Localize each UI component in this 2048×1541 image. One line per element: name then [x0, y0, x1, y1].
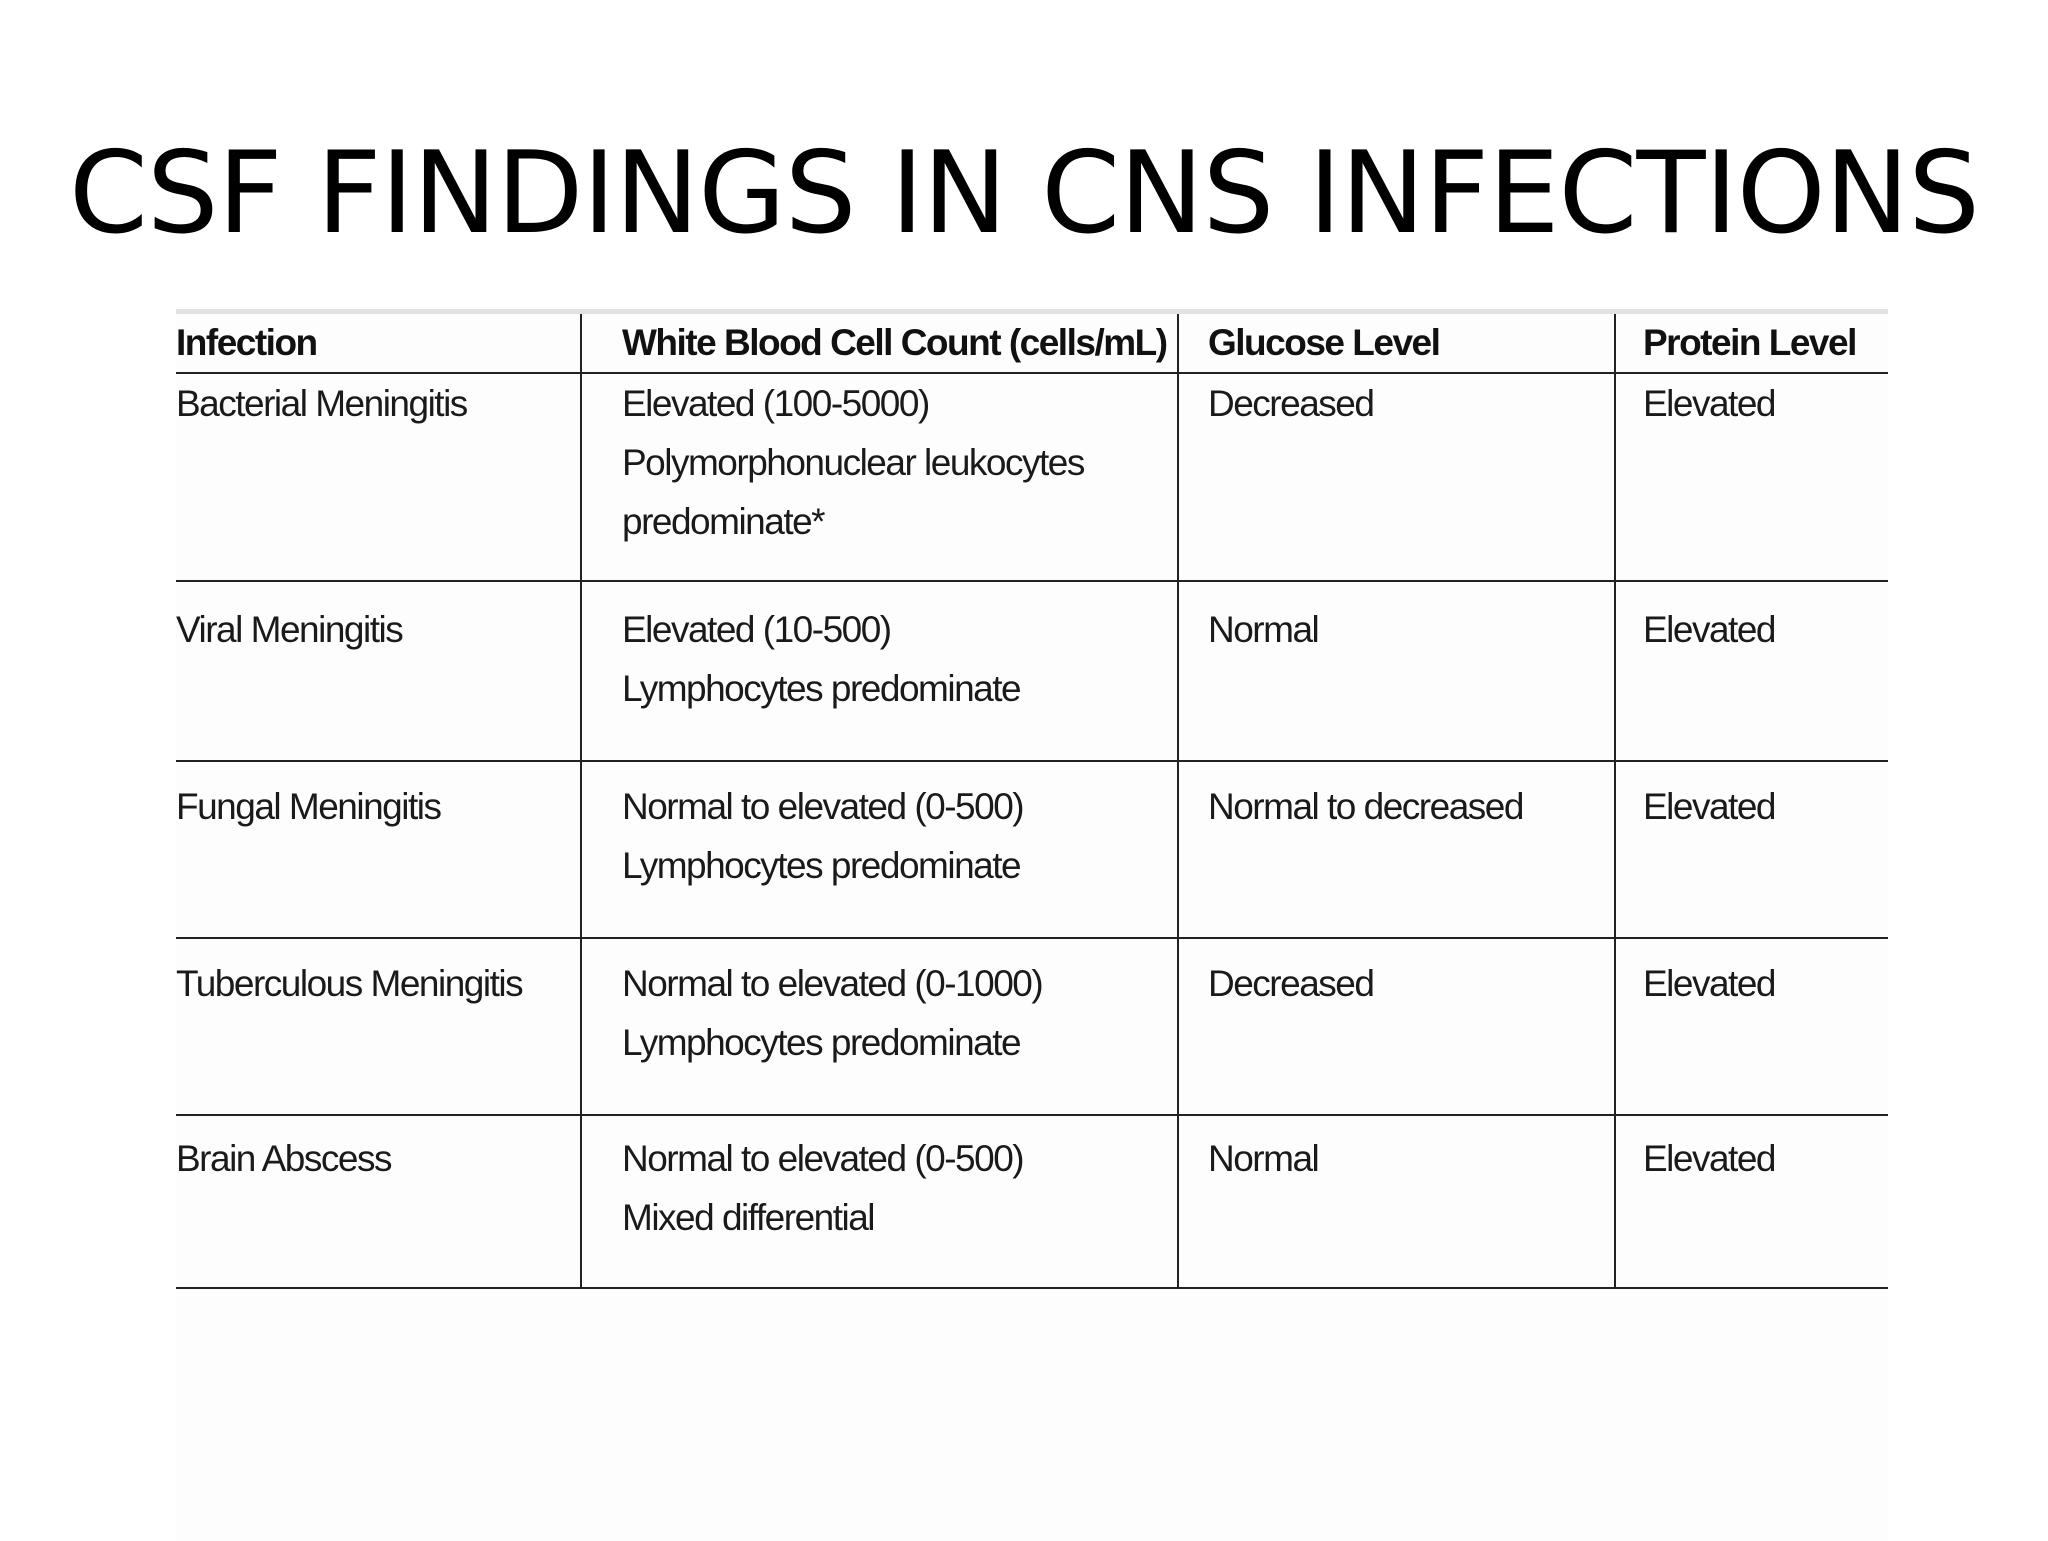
glucose-value: Decreased — [1208, 963, 1375, 1004]
header-protein: Protein Level — [1614, 314, 1888, 374]
glucose-value: Decreased — [1208, 383, 1375, 424]
wbc-cell: Elevated (100-5000) Polymorphonuclear le… — [580, 373, 1178, 582]
infection-name: Brain Abscess — [176, 1138, 392, 1179]
table-row: Tuberculous Meningitis Normal to elevate… — [176, 938, 1888, 1116]
wbc-count: Elevated (10-500) — [622, 609, 892, 650]
infection-name: Fungal Meningitis — [176, 786, 442, 827]
glucose-value: Normal — [1208, 1138, 1320, 1179]
protein-cell: Elevated — [1614, 761, 1888, 939]
infection-cell: Fungal Meningitis — [176, 761, 581, 939]
protein-cell: Elevated — [1614, 373, 1888, 582]
protein-value: Elevated — [1643, 383, 1777, 424]
glucose-cell: Normal — [1177, 1115, 1615, 1289]
infection-name: Tuberculous Meningitis — [176, 963, 524, 1004]
table-header-row: Infection White Blood Cell Count (cells/… — [176, 314, 1888, 374]
table-row: Brain Abscess Normal to elevated (0-500)… — [176, 1115, 1888, 1289]
wbc-value: Elevated (10-500) Lymphocytes predominat… — [622, 582, 1177, 718]
wbc-differential-cont: predominate* — [622, 501, 826, 542]
protein-value: Elevated — [1643, 609, 1777, 650]
wbc-value: Elevated (100-5000) Polymorphonuclear le… — [622, 374, 1177, 551]
wbc-differential: Lymphocytes predominate — [622, 668, 1022, 709]
header-wbc-label: White Blood Cell Count (cells/mL) — [622, 322, 1168, 363]
wbc-value: Normal to elevated (0-500) Lymphocytes p… — [622, 762, 1177, 895]
wbc-value: Normal to elevated (0-1000) Lymphocytes … — [622, 939, 1177, 1072]
infection-name: Bacterial Meningitis — [176, 383, 468, 424]
wbc-count: Normal to elevated (0-500) — [622, 786, 1025, 827]
wbc-count: Normal to elevated (0-1000) — [622, 963, 1044, 1004]
wbc-value: Normal to elevated (0-500) Mixed differe… — [622, 1116, 1177, 1247]
table-row: Viral Meningitis Elevated (10-500) Lymph… — [176, 581, 1888, 762]
table-row: Fungal Meningitis Normal to elevated (0-… — [176, 761, 1888, 939]
protein-value: Elevated — [1643, 1138, 1777, 1179]
protein-cell: Elevated — [1614, 1115, 1888, 1289]
wbc-cell: Normal to elevated (0-1000) Lymphocytes … — [580, 938, 1178, 1116]
glucose-cell: Normal — [1177, 581, 1615, 762]
header-glucose: Glucose Level — [1177, 314, 1615, 374]
header-infection: Infection — [176, 314, 581, 374]
wbc-count: Elevated (100-5000) — [622, 383, 930, 424]
glucose-value: Normal to decreased — [1208, 786, 1524, 827]
wbc-cell: Elevated (10-500) Lymphocytes predominat… — [580, 581, 1178, 762]
protein-value: Elevated — [1643, 963, 1777, 1004]
infection-cell: Bacterial Meningitis — [176, 373, 581, 582]
glucose-cell: Decreased — [1177, 373, 1615, 582]
csf-findings-table-figure: Infection White Blood Cell Count (cells/… — [176, 309, 1888, 1541]
wbc-cell: Normal to elevated (0-500) Mixed differe… — [580, 1115, 1178, 1289]
header-infection-label: Infection — [176, 322, 318, 363]
glucose-value: Normal — [1208, 609, 1320, 650]
protein-cell: Elevated — [1614, 938, 1888, 1116]
glucose-cell: Normal to decreased — [1177, 761, 1615, 939]
infection-cell: Brain Abscess — [176, 1115, 581, 1289]
infection-name: Viral Meningitis — [176, 609, 404, 650]
wbc-cell: Normal to elevated (0-500) Lymphocytes p… — [580, 761, 1178, 939]
protein-cell: Elevated — [1614, 581, 1888, 762]
glucose-cell: Decreased — [1177, 938, 1615, 1116]
wbc-differential: Mixed differential — [622, 1197, 876, 1238]
csf-findings-table: Infection White Blood Cell Count (cells/… — [176, 314, 1888, 1289]
wbc-differential: Polymorphonuclear leukocytes — [622, 442, 1085, 483]
header-glucose-label: Glucose Level — [1208, 322, 1441, 363]
wbc-differential: Lymphocytes predominate — [622, 845, 1022, 886]
infection-cell: Tuberculous Meningitis — [176, 938, 581, 1116]
slide-title: CSF FINDINGS IN CNS INFECTIONS — [68, 127, 1980, 259]
infection-cell: Viral Meningitis — [176, 581, 581, 762]
header-wbc: White Blood Cell Count (cells/mL) — [580, 314, 1178, 374]
wbc-count: Normal to elevated (0-500) — [622, 1138, 1025, 1179]
protein-value: Elevated — [1643, 786, 1777, 827]
header-protein-label: Protein Level — [1643, 322, 1857, 363]
table-row: Bacterial Meningitis Elevated (100-5000)… — [176, 373, 1888, 582]
wbc-differential: Lymphocytes predominate — [622, 1022, 1022, 1063]
